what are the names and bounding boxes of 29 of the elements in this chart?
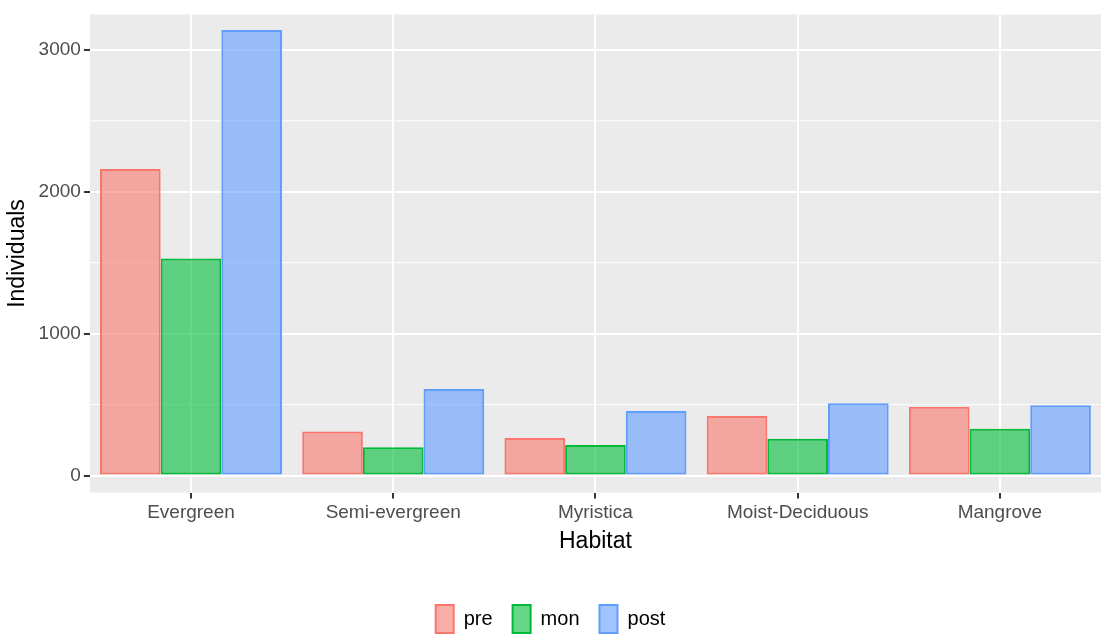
y-axis-title: Individuals — [3, 199, 30, 308]
legend-label: mon — [540, 606, 580, 629]
legend-label: post — [627, 606, 666, 629]
bar — [160, 258, 222, 475]
x-tick-label: Myristica — [557, 501, 634, 523]
bar — [423, 389, 485, 475]
legend-label: pre — [463, 606, 493, 629]
x-tick-label: Mangrove — [957, 501, 1043, 523]
x-tick-label: Moist-Deciduous — [726, 501, 869, 523]
bar — [908, 406, 970, 475]
bar — [827, 403, 889, 475]
bar — [302, 431, 363, 475]
x-axis-title: Habitat — [559, 526, 633, 553]
bar — [969, 428, 1031, 475]
bar — [706, 415, 768, 475]
bar — [767, 438, 828, 475]
y-tick-label: 0 — [70, 463, 81, 485]
bar — [1030, 405, 1091, 475]
bar — [504, 437, 566, 475]
bar — [625, 411, 687, 475]
y-tick-label: 1000 — [38, 321, 81, 343]
bar — [565, 445, 626, 475]
x-tick-label: Semi-evergreen — [325, 501, 461, 523]
y-tick-label: 3000 — [38, 38, 81, 60]
x-tick-label: Evergreen — [147, 501, 235, 523]
y-tick-label: 2000 — [38, 180, 81, 202]
bar — [221, 30, 282, 475]
bar — [99, 169, 161, 475]
bar — [362, 447, 424, 475]
